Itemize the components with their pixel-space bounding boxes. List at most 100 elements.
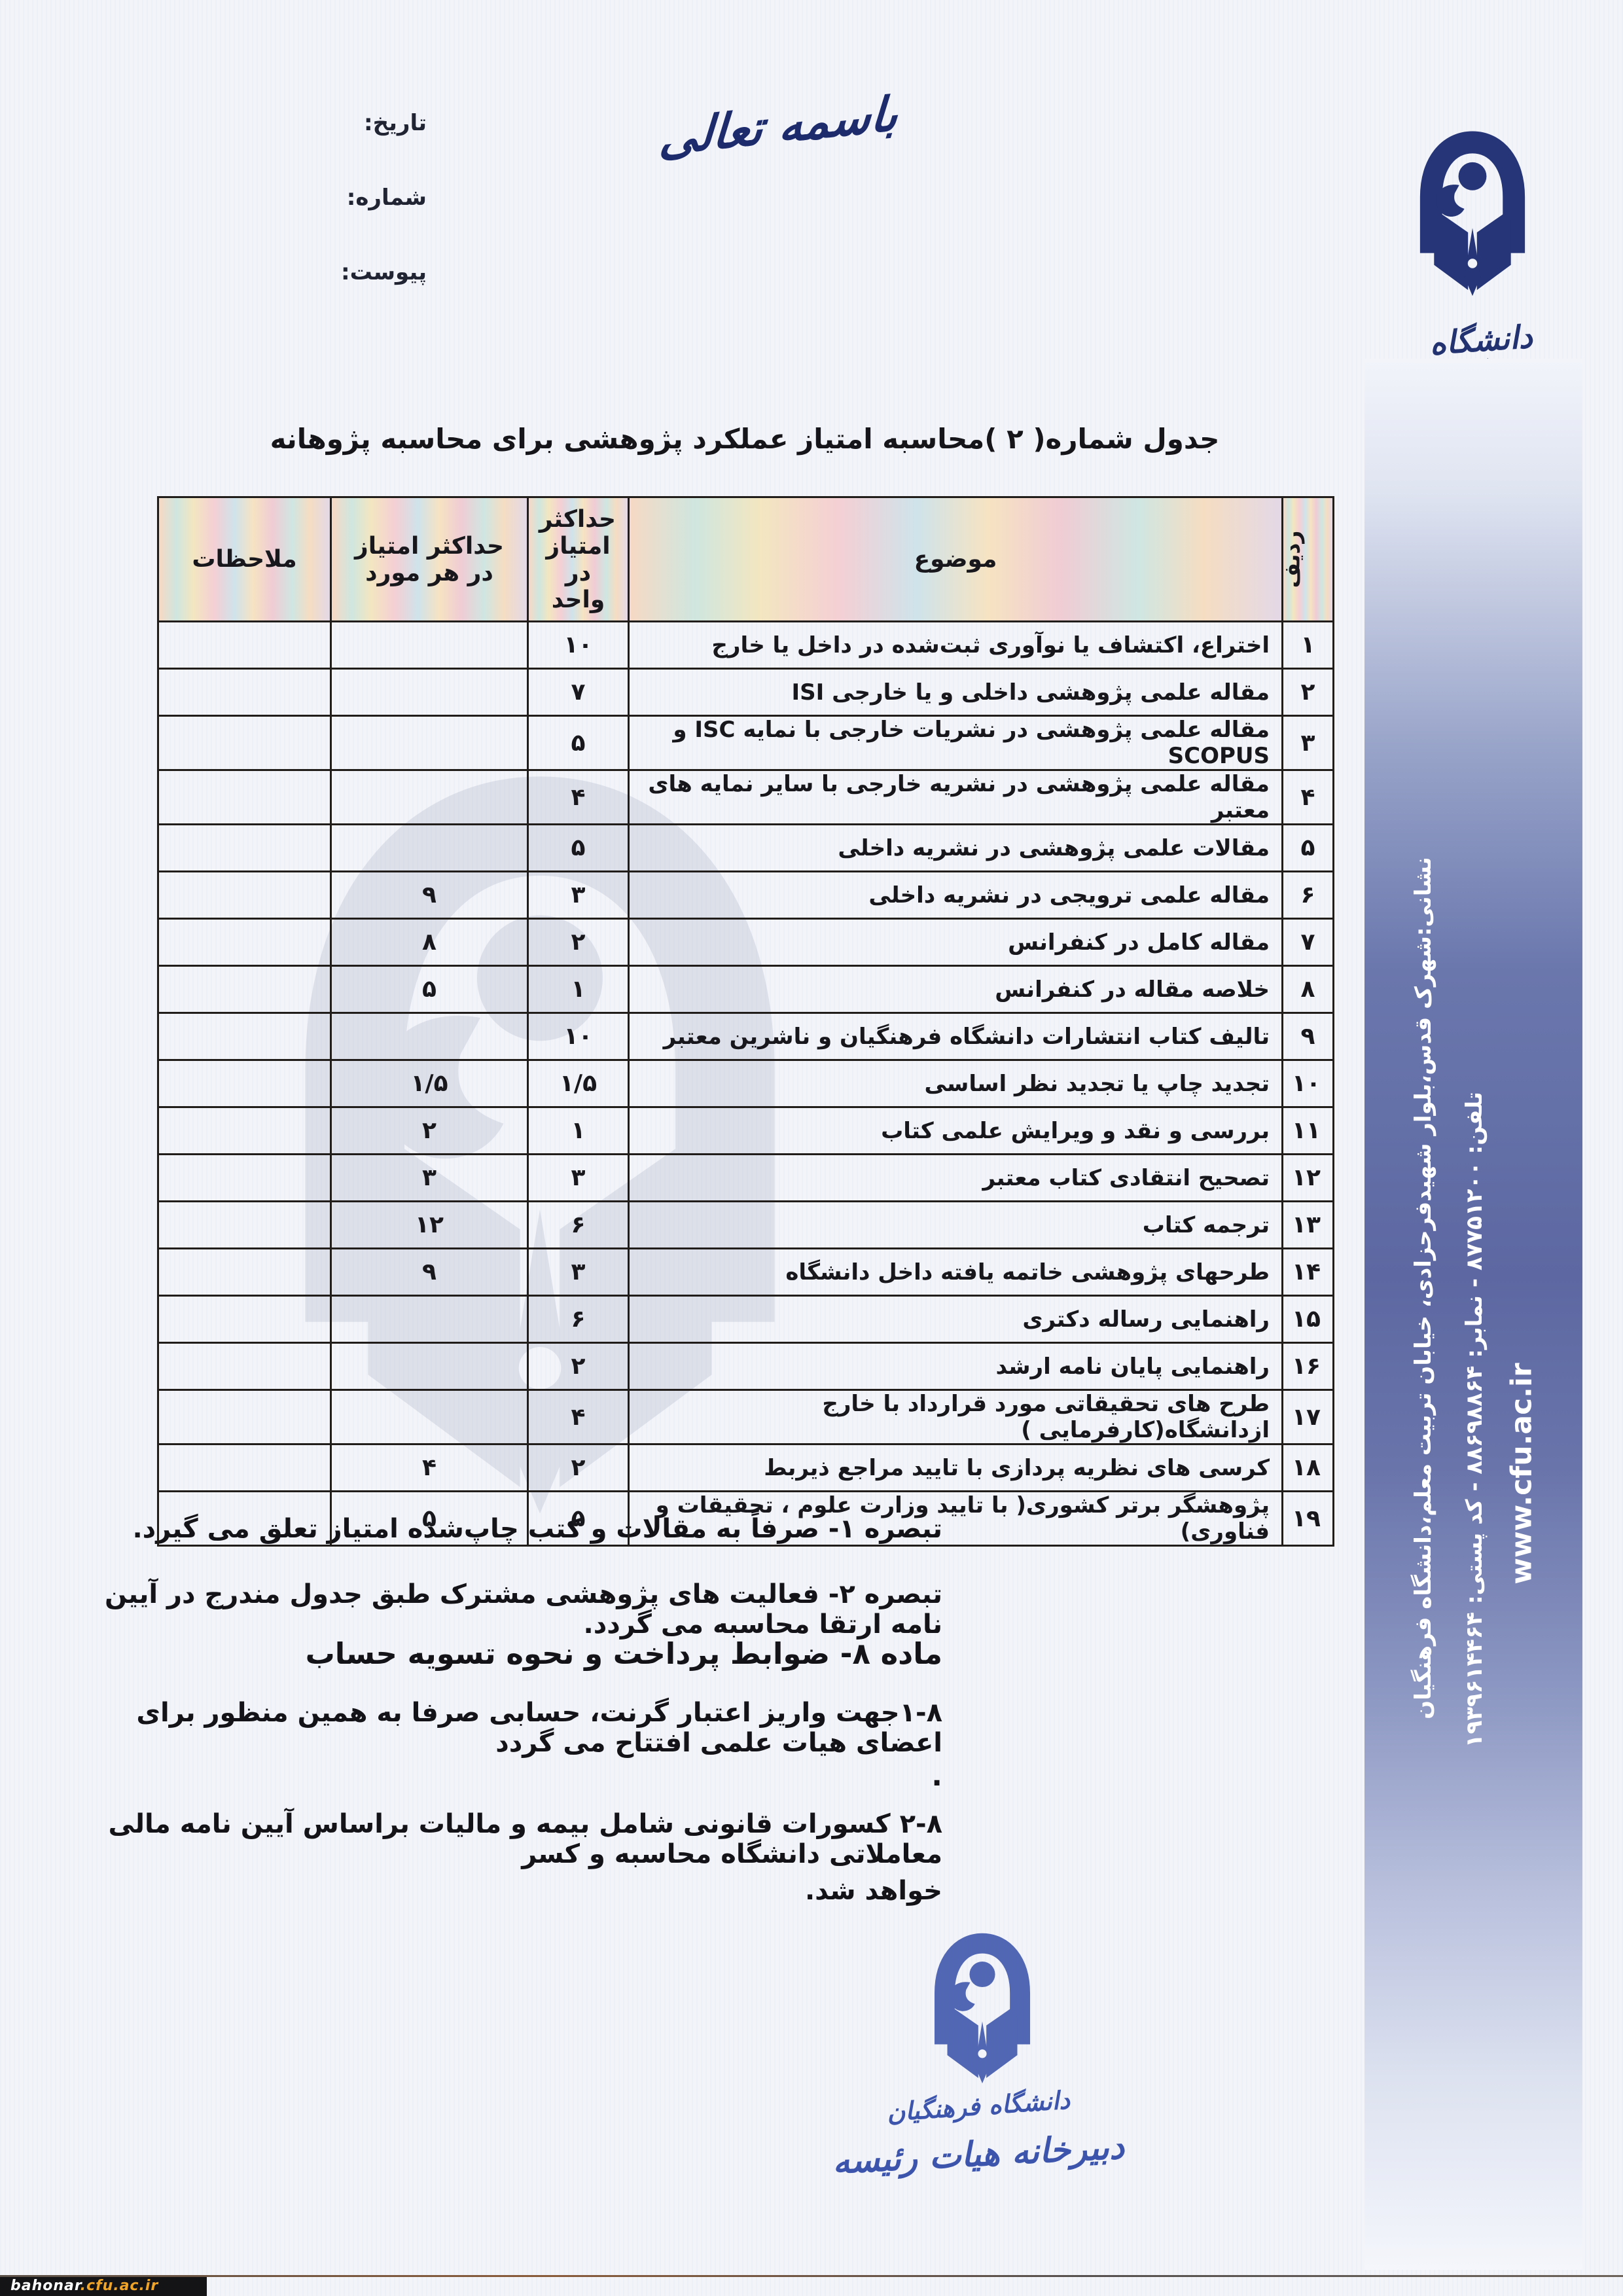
letterhead-side-band: نشانی:شهرک قدس،بلوار شهیدفرحزادی، خیابان… xyxy=(1364,359,1582,2270)
remarks-cell xyxy=(157,965,332,1014)
max-score-per-case-cell xyxy=(330,620,529,670)
subject-cell: تجدید چاپ یا تجدید نظر اساسی xyxy=(628,1059,1283,1108)
subject-cell: مقاله علمی ترویجی در نشریه داخلی xyxy=(628,870,1283,920)
row-index-cell: ۶ xyxy=(1281,870,1334,920)
row-index-cell: ۱۳ xyxy=(1281,1200,1334,1249)
subject-cell: راهنمایی رساله دکتری xyxy=(628,1295,1283,1344)
table-row: ۱۵ راهنمایی رساله دکتری ۶ xyxy=(157,1295,1334,1344)
address-text: نشانی:شهرک قدس،بلوار شهیدفرحزادی، خیابان… xyxy=(1410,857,1436,1719)
max-score-per-unit-cell: ۵ xyxy=(527,715,630,771)
subject-cell: بررسی و نقد و ویرایش علمی کتاب xyxy=(628,1106,1283,1155)
university-emblem-icon xyxy=(1393,111,1552,318)
remarks-cell xyxy=(157,1247,332,1297)
max-score-per-unit-cell: ۱/۵ xyxy=(527,1059,630,1108)
max-score-per-case-cell: ۸ xyxy=(330,918,529,967)
row-index-cell: ۲ xyxy=(1281,668,1334,717)
max-score-per-case-cell: ۹ xyxy=(330,870,529,920)
badge-prefix: bahonar xyxy=(10,2278,80,2294)
max-score-per-unit-cell: ۵ xyxy=(527,823,630,872)
remarks-cell xyxy=(157,1200,332,1249)
header-max-score-per-case: حداکثر امتیاز در هر مورد xyxy=(330,496,529,622)
max-score-per-case-cell xyxy=(330,715,529,771)
bottom-scan-line xyxy=(0,2275,1623,2277)
row-index-cell: ۱۷ xyxy=(1281,1389,1334,1445)
subject-cell: ترجمه کتاب xyxy=(628,1200,1283,1249)
max-score-per-unit-cell: ۳ xyxy=(527,870,630,920)
letter-meta-fields: تاریخ: شماره: پیوست: xyxy=(322,110,427,334)
header-max-score-per-unit: حداکثر امتیاز در واحد xyxy=(527,496,630,622)
remarks-cell xyxy=(157,823,332,872)
remarks-cell xyxy=(157,769,332,825)
stamp-emblem-icon xyxy=(915,1915,1050,2104)
article-8-heading: ماده ۸- ضوابط پرداخت و نحوه تسویه حساب xyxy=(305,1636,942,1671)
max-score-per-case-cell: ۴ xyxy=(330,1443,529,1492)
remarks-cell xyxy=(157,1342,332,1391)
max-score-per-unit-cell: ۱ xyxy=(527,965,630,1014)
research-score-table: ردیف موضوع حداکثر امتیاز در واحد حداکثر … xyxy=(157,496,1334,1547)
stamp-office-name: دبیرخانه هیات رئیسه xyxy=(831,2127,1126,2182)
remarks-cell xyxy=(157,1389,332,1445)
table-row: ۲ مقاله علمی پژوهشی داخلی و یا خارجی ISI… xyxy=(157,668,1334,717)
subject-cell: مقاله کامل در کنفرانس xyxy=(628,918,1283,967)
remarks-cell xyxy=(157,715,332,771)
max-score-per-unit-cell: ۱۰ xyxy=(527,1012,630,1061)
header-subject: موضوع xyxy=(628,496,1283,622)
subject-cell: تصحیح انتقادی کتاب معتبر xyxy=(628,1153,1283,1202)
phone-fax-postal-text: تلفن: ۸۷۷۵۱۲۰۰ - نمابر: ۸۸۶۹۸۸۶۴ - کد پس… xyxy=(1461,1092,1488,1748)
subject-cell: اختراع، اکتشاف یا نوآوری ثبت‌شده در داخل… xyxy=(628,620,1283,670)
subject-cell: طرح های تحقیقاتی مورد قرارداد با خارج از… xyxy=(628,1389,1283,1445)
row-index-cell: ۵ xyxy=(1281,823,1334,872)
table-row: ۱۷ طرح های تحقیقاتی مورد قرارداد با خارج… xyxy=(157,1389,1334,1445)
max-score-per-case-cell xyxy=(330,769,529,825)
max-score-per-case-cell xyxy=(330,1012,529,1061)
table-header-row: ردیف موضوع حداکثر امتیاز در واحد حداکثر … xyxy=(157,496,1334,622)
max-score-per-unit-cell: ۶ xyxy=(527,1295,630,1344)
max-score-per-unit-cell: ۲ xyxy=(527,1443,630,1492)
remarks-cell xyxy=(157,1153,332,1202)
source-site-badge: bahonar.cfu.ac.ir xyxy=(0,2277,207,2296)
table-row: ۱۲ تصحیح انتقادی کتاب معتبر ۳ ۳ xyxy=(157,1153,1334,1202)
table-row: ۹ تالیف کتاب انتشارات دانشگاه فرهنگیان و… xyxy=(157,1012,1334,1061)
max-score-per-case-cell xyxy=(330,1295,529,1344)
table-row: ۱۹ پژوهشگر برتر کشوری( با تایید وزارت عل… xyxy=(157,1490,1334,1547)
table-row: ۱۴ طرحهای پژوهشی خاتمه یافته داخل دانشگا… xyxy=(157,1247,1334,1297)
max-score-per-unit-cell: ۲ xyxy=(527,918,630,967)
max-score-per-case-cell xyxy=(330,823,529,872)
max-score-per-case-cell: ۵ xyxy=(330,1490,529,1547)
remarks-cell xyxy=(157,870,332,920)
remarks-cell xyxy=(157,668,332,717)
remarks-cell xyxy=(157,620,332,670)
max-score-per-unit-cell: ۵ xyxy=(527,1490,630,1547)
table-row: ۷ مقاله کامل در کنفرانس ۲ ۸ xyxy=(157,918,1334,967)
table-title: جدول شماره( ۲ )محاسبه امتیاز عملکرد پژوه… xyxy=(270,423,1220,455)
max-score-per-case-cell: ۱/۵ xyxy=(330,1059,529,1108)
besmellah-calligraphy: باسمه تعالی xyxy=(657,85,901,166)
table-row: ۵ مقالات علمی پژوهشی در نشریه داخلی ۵ xyxy=(157,823,1334,872)
max-score-per-case-cell xyxy=(330,1342,529,1391)
row-index-cell: ۴ xyxy=(1281,769,1334,825)
table-row: ۱۸ کرسی های نظریه پردازی با تایید مراجع … xyxy=(157,1443,1334,1492)
subject-cell: تالیف کتاب انتشارات دانشگاه فرهنگیان و ن… xyxy=(628,1012,1283,1061)
subject-cell: کرسی های نظریه پردازی با تایید مراجع ذیر… xyxy=(628,1443,1283,1492)
remarks-cell xyxy=(157,1295,332,1344)
subject-cell: طرحهای پژوهشی خاتمه یافته داخل دانشگاه xyxy=(628,1247,1283,1297)
subject-cell: مقالات علمی پژوهشی در نشریه داخلی xyxy=(628,823,1283,872)
max-score-per-unit-cell: ۳ xyxy=(527,1247,630,1297)
max-score-per-unit-cell: ۴ xyxy=(527,769,630,825)
max-score-per-unit-cell: ۳ xyxy=(527,1153,630,1202)
number-label: شماره: xyxy=(346,185,427,211)
row-index-cell: ۱۸ xyxy=(1281,1443,1334,1492)
clause-8-2-continued: خواهد شد. xyxy=(804,1876,942,1906)
table-row: ۱۳ ترجمه کتاب ۶ ۱۲ xyxy=(157,1200,1334,1249)
table-row: ۱ اختراع، اکتشاف یا نوآوری ثبت‌شده در دا… xyxy=(157,620,1334,670)
row-index-cell: ۷ xyxy=(1281,918,1334,967)
table-row: ۱۶ راهنمایی پایان نامه ارشد ۲ xyxy=(157,1342,1334,1391)
subject-cell: مقاله علمی پژوهشی در نشریات خارجی با نما… xyxy=(628,715,1283,771)
subject-cell: راهنمایی پایان نامه ارشد xyxy=(628,1342,1283,1391)
row-index-cell: ۱۲ xyxy=(1281,1153,1334,1202)
max-score-per-unit-cell: ۷ xyxy=(527,668,630,717)
stray-dot: . xyxy=(931,1759,942,1793)
row-index-cell: ۱ xyxy=(1281,620,1334,670)
max-score-per-case-cell: ۹ xyxy=(330,1247,529,1297)
